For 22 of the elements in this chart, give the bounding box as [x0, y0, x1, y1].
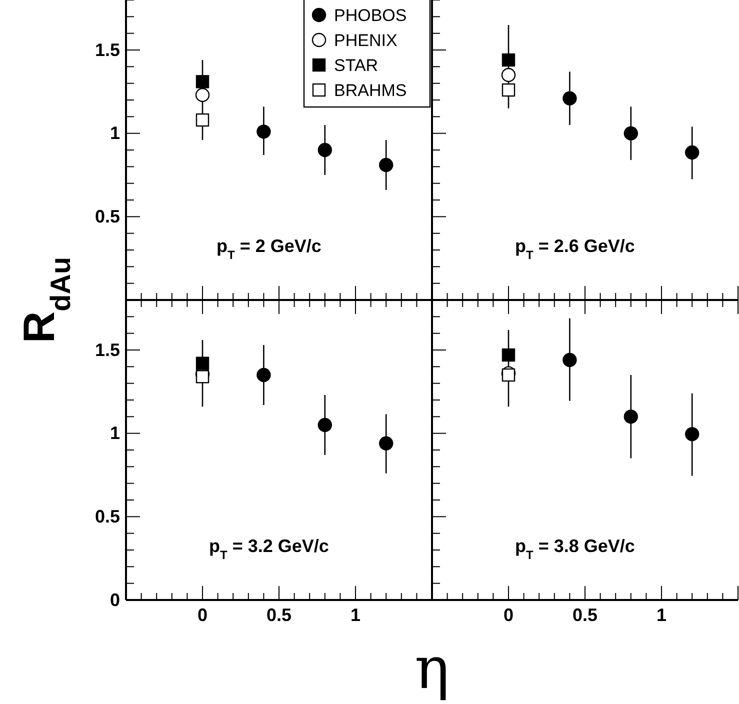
legend-label: PHOBOS	[334, 6, 407, 25]
x-axis-title: η	[414, 634, 450, 702]
x-tick-label: 0.5	[266, 604, 292, 625]
y-tick-label: 1	[110, 123, 120, 144]
y-tick-label: 0.5	[94, 506, 120, 526]
y-tick-label: 0.5	[94, 206, 120, 226]
annotation: p$_{T}$ = 3.8 GeV/c	[515, 536, 635, 562]
legend-label: STAR	[334, 56, 378, 75]
y-tick-label: 1	[110, 423, 120, 444]
y-tick-label: 0	[110, 590, 120, 610]
annotation: p$_{T}$ = 3.2 GeV/c	[209, 536, 329, 562]
x-tick-label: 0	[503, 604, 514, 625]
y-tick-label: 1.5	[94, 40, 120, 60]
x-tick-label: 0	[197, 604, 208, 625]
legend-label: BRAHMS	[334, 81, 407, 100]
annotation: p$_{T}$ = 2 GeV/c	[216, 236, 322, 262]
x-tick-label: 0.5	[572, 604, 598, 625]
x-tick-label: 1	[656, 604, 667, 625]
legend-label: PHENIX	[334, 31, 398, 50]
annotation: p$_{T}$ = 2.6 GeV/c	[515, 236, 635, 262]
y-tick-label: 1.5	[94, 340, 120, 360]
x-tick-label: 1	[350, 604, 361, 625]
